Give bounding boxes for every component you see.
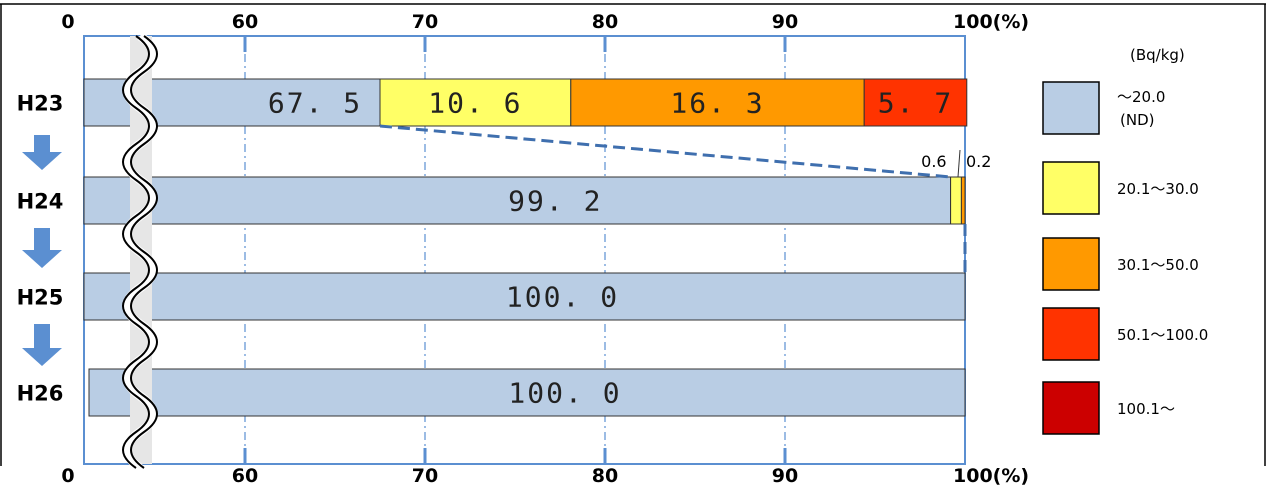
bar-segment bbox=[950, 176, 962, 225]
connector-lines bbox=[379, 124, 967, 273]
legend-swatch bbox=[1042, 381, 1100, 435]
x-tick-label-bottom: 70 bbox=[412, 465, 438, 485]
x-tick-label-top: 70 bbox=[412, 11, 438, 33]
bar-segment bbox=[83, 176, 952, 225]
x-tick-labels-bottom: 0 60 70 80 90 100(%) bbox=[61, 465, 1029, 485]
data-label: 5. 7 bbox=[878, 87, 953, 120]
legend-label: 〜20.0 bbox=[1117, 88, 1165, 106]
data-label: 10. 6 bbox=[428, 87, 522, 120]
legend-unit-label: (Bq/kg) bbox=[1130, 46, 1185, 64]
legend-swatch bbox=[1042, 307, 1100, 361]
legend-label: 20.1〜30.0 bbox=[1117, 180, 1199, 198]
data-label: 99. 2 bbox=[508, 185, 602, 218]
legend-swatch bbox=[1042, 81, 1100, 135]
x-tick-labels-top: 0 60 70 80 90 100(%) bbox=[61, 11, 1029, 33]
break-wave-fill bbox=[122, 32, 158, 472]
category-label: H26 bbox=[17, 382, 64, 406]
bar-segment bbox=[83, 272, 966, 321]
bar-segment bbox=[88, 368, 966, 417]
category-labels: H23 H24 H25 H26 bbox=[17, 92, 64, 406]
legend-label: 50.1〜100.0 bbox=[1117, 326, 1208, 344]
x-tick-label-bottom: 100(%) bbox=[953, 465, 1029, 485]
x-tick-label-bottom: 0 bbox=[61, 465, 74, 485]
legend-swatch bbox=[1042, 161, 1100, 215]
connector-line bbox=[379, 124, 951, 179]
legend-sublabel: (ND) bbox=[1120, 111, 1154, 129]
data-label-small: 0.6 bbox=[921, 152, 946, 171]
break-wave-line bbox=[122, 35, 150, 469]
break-wave-line bbox=[130, 35, 158, 469]
x-tick-label-top: 100(%) bbox=[953, 11, 1029, 33]
category-label: H23 bbox=[17, 92, 64, 116]
grid bbox=[243, 36, 787, 464]
data-label: 16. 3 bbox=[670, 87, 764, 120]
arrows bbox=[22, 135, 62, 366]
bar-segment bbox=[863, 78, 968, 127]
x-tick-label-top: 0 bbox=[61, 11, 74, 33]
bar-segment bbox=[960, 176, 966, 225]
down-arrow-icon bbox=[22, 228, 62, 268]
data-label-small: 0.2 bbox=[966, 152, 991, 171]
category-label: H25 bbox=[17, 286, 64, 310]
data-label: 100. 0 bbox=[506, 281, 619, 314]
legend-swatch bbox=[1042, 237, 1100, 291]
category-label: H24 bbox=[17, 190, 64, 214]
x-tick-label-bottom: 80 bbox=[592, 465, 618, 485]
data-label: 100. 0 bbox=[508, 377, 621, 410]
legend-label: 30.1〜50.0 bbox=[1117, 256, 1199, 274]
legend-label: 100.1〜 bbox=[1117, 400, 1175, 418]
x-tick-label-top: 60 bbox=[232, 11, 258, 33]
axis-break-mark bbox=[122, 32, 158, 472]
x-tick-label-bottom: 90 bbox=[772, 465, 798, 485]
data-label: 67. 5 bbox=[268, 87, 362, 120]
x-tick-label-bottom: 60 bbox=[232, 465, 258, 485]
bars: 67. 5 10. 6 16. 3 5. 7 99. 2 0.6 0.2 100. 0 100.… bbox=[83, 78, 991, 417]
down-arrow-icon bbox=[22, 324, 62, 366]
x-tick-label-top: 90 bbox=[772, 11, 798, 33]
x-tick-label-top: 80 bbox=[592, 11, 618, 33]
legend: (Bq/kg) 〜20.0 (ND) 20.1〜30.0 30.1〜50.0 50.1〜1… bbox=[1042, 46, 1208, 435]
down-arrow-icon bbox=[22, 135, 62, 170]
label-leader-line bbox=[957, 149, 961, 178]
